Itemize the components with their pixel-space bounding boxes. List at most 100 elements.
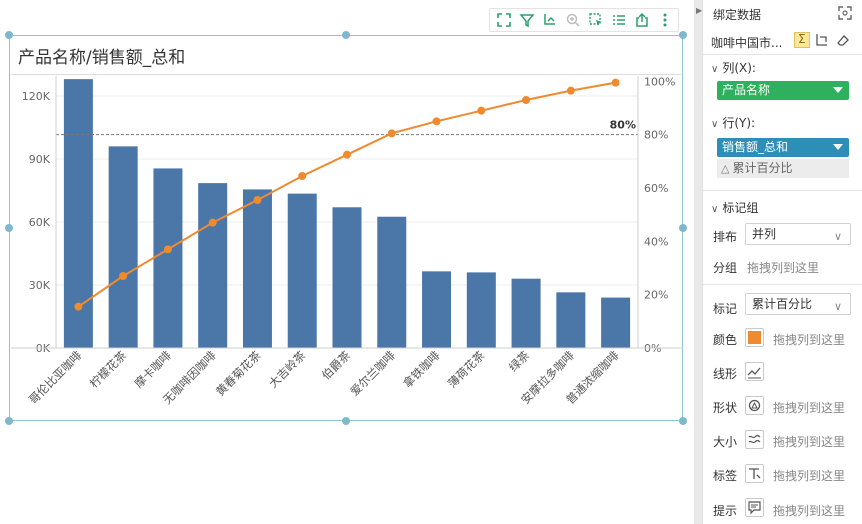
bar bbox=[422, 271, 452, 348]
resize-handle-top-left[interactable] bbox=[5, 31, 13, 39]
mark-label: 标记 bbox=[713, 302, 738, 316]
pareto-chart[interactable]: 80% 0K30K60K90K120K0%20%40%60%80%100%哥伦比… bbox=[0, 0, 690, 440]
chevron-down-icon: ∨ bbox=[833, 230, 842, 243]
aggregate-toggle[interactable]: Σ bbox=[794, 32, 810, 48]
cumulative-point bbox=[74, 302, 83, 311]
layout-select[interactable]: 并列 ∨ bbox=[745, 223, 851, 245]
right-tick-label: 100% bbox=[644, 75, 675, 88]
bar bbox=[332, 207, 362, 348]
line-style-button[interactable] bbox=[745, 362, 764, 381]
column-field-label: 产品名称 bbox=[722, 83, 771, 97]
cumulative-percent-pill[interactable]: △ 累计百分比 bbox=[717, 159, 849, 178]
left-tick-label: 120K bbox=[22, 90, 51, 103]
cumulative-point bbox=[343, 150, 351, 159]
text-label-icon bbox=[749, 468, 761, 479]
tag-drop-zone[interactable]: 拖拽列到这里 bbox=[773, 469, 846, 483]
category-label: 绿茶 bbox=[506, 348, 533, 375]
size-drop-zone[interactable]: 拖拽列到这里 bbox=[773, 435, 846, 449]
switch-dataset-icon[interactable] bbox=[837, 5, 853, 21]
cumulative-point bbox=[611, 78, 620, 87]
resize-handle-right[interactable] bbox=[679, 224, 687, 232]
category-label: 爱尔兰咖啡 bbox=[347, 348, 398, 399]
category-label: 摩卡咖啡 bbox=[132, 348, 175, 391]
category-label: 哥伦比亚咖啡 bbox=[26, 348, 85, 407]
title-divider bbox=[11, 74, 681, 75]
drill-icon[interactable] bbox=[542, 12, 558, 28]
resize-handle-top[interactable] bbox=[342, 31, 350, 39]
tag-button[interactable] bbox=[745, 464, 764, 483]
panel-splitter[interactable] bbox=[694, 0, 702, 524]
mark-select[interactable]: 累计百分比 ∨ bbox=[745, 293, 851, 315]
bar bbox=[153, 168, 183, 348]
size-icon bbox=[748, 434, 761, 444]
color-button[interactable] bbox=[745, 328, 764, 347]
tag-label: 标签 bbox=[713, 469, 738, 483]
fullscreen-icon[interactable] bbox=[496, 12, 512, 28]
chevron-down-icon: ∨ bbox=[711, 204, 719, 215]
eraser-icon[interactable] bbox=[836, 33, 850, 47]
color-drop-zone[interactable]: 拖拽列到这里 bbox=[773, 333, 846, 347]
collapse-arrow-icon[interactable]: ▶ bbox=[696, 6, 703, 15]
category-label: 大吉岭茶 bbox=[266, 348, 309, 391]
category-label: 拿铁咖啡 bbox=[400, 348, 443, 391]
bind-data-panel: 绑定数据 咖啡中国市... Σ ∨ 列(X): 产品名称 ∨ 行(Y): 销售额_总… bbox=[702, 0, 862, 524]
cumulative-percent-label: 累计百分比 bbox=[732, 161, 793, 175]
chevron-down-icon: ∨ bbox=[711, 119, 719, 130]
line-style-label: 线形 bbox=[713, 367, 738, 381]
select-icon[interactable] bbox=[588, 12, 604, 28]
bar bbox=[556, 292, 586, 348]
dropdown-arrow-icon[interactable] bbox=[833, 87, 843, 93]
resize-handle-bottom-left[interactable] bbox=[5, 417, 13, 425]
dropdown-arrow-icon[interactable] bbox=[833, 144, 843, 150]
shape-drop-zone[interactable]: 拖拽列到这里 bbox=[773, 401, 846, 415]
list-icon[interactable] bbox=[611, 12, 627, 28]
column-field-pill[interactable]: 产品名称 bbox=[717, 81, 849, 100]
right-tick-label: 20% bbox=[644, 289, 668, 302]
tooltip-icon bbox=[748, 501, 761, 515]
columns-section[interactable]: ∨ 列(X): bbox=[711, 59, 756, 76]
more-icon[interactable] bbox=[657, 12, 673, 28]
cumulative-point bbox=[253, 196, 262, 204]
chevron-down-icon: ∨ bbox=[711, 64, 719, 75]
resize-handle-bottom[interactable] bbox=[342, 417, 350, 425]
bar bbox=[198, 183, 228, 348]
left-tick-label: 60K bbox=[29, 216, 51, 229]
dataset-tree-icon[interactable] bbox=[815, 33, 829, 47]
tooltip-label: 提示 bbox=[713, 504, 738, 518]
bar bbox=[601, 297, 631, 348]
right-tick-label: 80% bbox=[644, 129, 668, 142]
left-tick-label: 30K bbox=[29, 279, 51, 292]
dataset-name[interactable]: 咖啡中国市... bbox=[711, 36, 783, 50]
triangle-icon: △ bbox=[721, 162, 730, 175]
row-field-label: 销售额_总和 bbox=[722, 140, 789, 154]
divider bbox=[703, 190, 862, 191]
export-icon[interactable] bbox=[634, 12, 650, 28]
mark-group-label: 标记组 bbox=[722, 201, 759, 215]
color-swatch bbox=[748, 331, 761, 344]
row-field-pill[interactable]: 销售额_总和 bbox=[717, 138, 849, 157]
tooltip-drop-zone[interactable]: 拖拽列到这里 bbox=[773, 504, 846, 518]
color-label: 颜色 bbox=[713, 333, 738, 347]
category-label: 伯爵茶 bbox=[319, 348, 354, 383]
resize-handle-left[interactable] bbox=[5, 224, 13, 232]
group-drop-zone[interactable]: 拖拽列到这里 bbox=[747, 261, 820, 275]
cumulative-point bbox=[119, 272, 128, 280]
rows-section[interactable]: ∨ 行(Y): bbox=[711, 114, 755, 131]
group-label: 分组 bbox=[713, 261, 738, 275]
resize-handle-bottom-right[interactable] bbox=[679, 417, 687, 425]
line-style-icon bbox=[747, 367, 761, 379]
zoom-icon[interactable] bbox=[565, 12, 581, 28]
filter-icon[interactable] bbox=[519, 12, 535, 28]
size-button[interactable] bbox=[745, 430, 764, 449]
bar bbox=[511, 278, 541, 348]
columns-label: 列(X): bbox=[722, 61, 756, 75]
shape-button[interactable] bbox=[745, 396, 764, 415]
divider bbox=[703, 284, 862, 285]
cumulative-point bbox=[566, 86, 575, 95]
tooltip-button[interactable] bbox=[745, 498, 764, 517]
category-label: 黄春菊花茶 bbox=[213, 348, 264, 399]
resize-handle-top-right[interactable] bbox=[679, 31, 687, 39]
cumulative-point bbox=[298, 172, 307, 180]
mark-group-section[interactable]: ∨ 标记组 bbox=[711, 199, 758, 216]
right-tick-label: 60% bbox=[644, 182, 668, 195]
